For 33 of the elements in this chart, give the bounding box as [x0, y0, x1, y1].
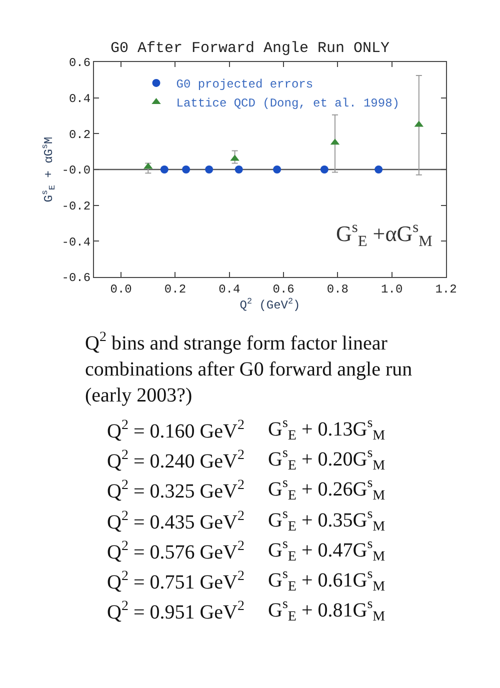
- text: Q$^{2}$ = 0.576 GeV$^{2}$: [107, 539, 244, 564]
- legend-label: Lattice QCD (Dong, et al. 1998): [176, 96, 400, 111]
- point: [205, 166, 214, 174]
- point: [182, 166, 190, 174]
- text: Q$^{2}$ = 0.951 GeV$^{2}$: [107, 599, 244, 624]
- text: Q$^{2}$ = 0.435 GeV$^{2}$: [107, 509, 244, 534]
- y-tick-label: -0.2: [62, 200, 91, 214]
- y-tick-label: 0.2: [68, 128, 91, 142]
- x-tick-label: 1.2: [435, 282, 457, 296]
- legend-label: G0 projected errors: [176, 78, 314, 92]
- chart-title: G0 After Forward Angle Run ONLY: [110, 40, 390, 57]
- text: Q$^{2}$ = 0.160 GeV$^{2}$: [107, 418, 244, 442]
- x-tick-label: 0.4: [218, 282, 240, 296]
- text: Q$^{2}$ bins and strange form factor linear combinations after G0 forward angle run (early 2003?): [85, 330, 412, 406]
- text: Q$^{2}$ = 0.751 GeV$^{2}$: [107, 569, 244, 594]
- x-tick-label: 0.2: [164, 282, 186, 296]
- y-tick-label: -0.6: [62, 271, 91, 286]
- x-tick-label: 0.0: [110, 282, 132, 296]
- y-tick-label: 0.4: [68, 92, 91, 106]
- y-tick-label: -0.0: [62, 164, 91, 178]
- text: Q$^{2}$ = 0.240 GeV$^{2}$: [107, 448, 244, 472]
- point: [234, 166, 243, 174]
- point: [320, 166, 328, 174]
- y-tick-label: -0.4: [62, 235, 91, 250]
- x-tick-label: 0.8: [326, 282, 348, 296]
- point: [160, 166, 168, 174]
- text: Q$^{2}$ = 0.325 GeV$^{2}$: [107, 478, 244, 502]
- x-tick-label: 0.6: [272, 282, 294, 296]
- point: [273, 166, 282, 174]
- x-tick-label: 1.0: [381, 282, 403, 296]
- x-axis-title: Q$^{2}$ (GeV$^{2}$): [240, 296, 300, 312]
- y-tick-label: 0.6: [68, 56, 91, 70]
- point: [374, 166, 383, 174]
